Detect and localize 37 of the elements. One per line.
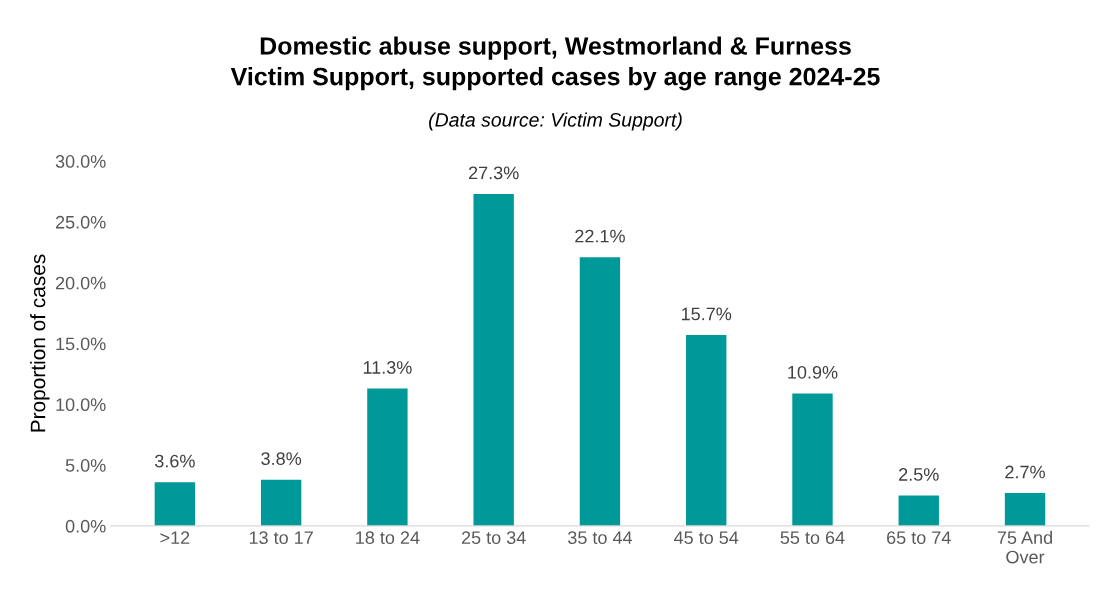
x-tick-label: 55 to 64	[780, 531, 845, 545]
chart-subtitle: (Data source: Victim Support)	[429, 112, 682, 131]
bar	[579, 257, 621, 526]
data-label: 2.5%	[899, 468, 939, 481]
data-label: 3.8%	[261, 452, 302, 466]
x-tick-label: 45 to 54	[674, 531, 739, 545]
y-tick-label: 10.0%	[56, 398, 106, 412]
data-label: 10.9%	[788, 365, 838, 379]
bar	[367, 388, 408, 526]
data-label: 15.7%	[681, 307, 732, 321]
y-axis-title: Proportion of cases	[30, 254, 50, 432]
x-tick-label: >12	[160, 531, 190, 544]
x-tick-label: 75 And Over	[997, 530, 1052, 564]
bar	[154, 482, 196, 526]
x-tick-label: 18 to 24	[356, 531, 420, 545]
data-label: 11.3%	[363, 361, 412, 374]
data-label: 3.6%	[154, 454, 195, 468]
y-tick-label: 25.0%	[55, 215, 106, 229]
y-tick-label: 0.0%	[65, 519, 106, 533]
y-tick-label: 30.0%	[55, 155, 106, 168]
bar	[792, 393, 833, 526]
y-tick-label: 15.0%	[56, 337, 106, 351]
bar	[260, 479, 302, 526]
y-tick-label: 5.0%	[65, 459, 106, 472]
x-tick-label: 25 to 34	[461, 531, 526, 545]
x-tick-label: 13 to 17	[249, 531, 313, 545]
data-label: 27.3%	[468, 166, 519, 180]
data-label: 2.7%	[1005, 465, 1045, 479]
bar	[1004, 493, 1046, 526]
data-label: 22.1%	[575, 229, 625, 243]
x-tick-label: 65 to 74	[887, 531, 951, 545]
bar	[898, 495, 939, 526]
bar	[473, 193, 514, 526]
chart-title: Domestic abuse support, Westmorland & Furness Victim Support, supported cases by age range 2024-25	[230, 36, 880, 91]
y-tick-label: 20.0%	[55, 276, 106, 290]
bar	[686, 335, 727, 526]
x-tick-label: 35 to 44	[568, 531, 633, 545]
